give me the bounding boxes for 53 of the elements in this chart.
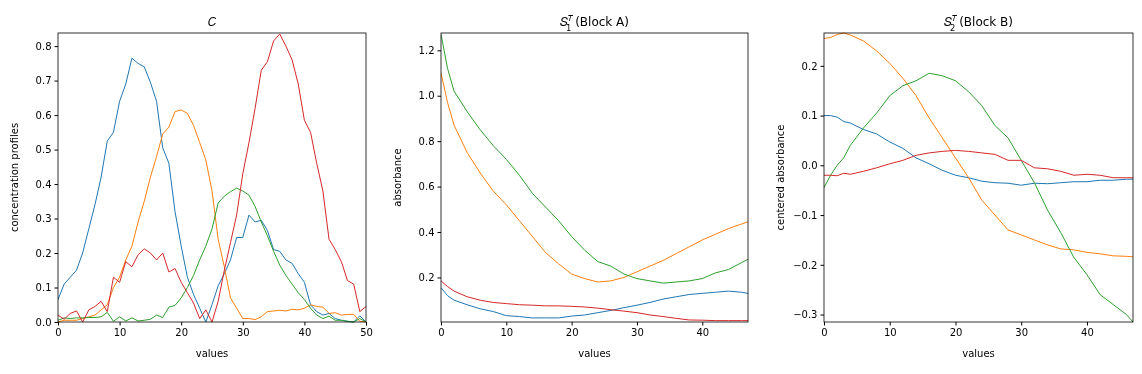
y-tick-label: 0.4 bbox=[35, 178, 52, 190]
x-tick-label: 0 bbox=[821, 326, 828, 338]
line-series bbox=[824, 72, 1133, 323]
x-axis-title: values bbox=[195, 348, 229, 359]
line-series bbox=[441, 280, 748, 322]
y-axis-title: absorbance bbox=[392, 148, 403, 207]
y-axis-title: concentration profiles bbox=[9, 122, 20, 233]
y-tick-label: 0.2 bbox=[418, 272, 435, 284]
chart-title: 𝑆$^{𝑇}$$_{1}$ (Block A) bbox=[560, 13, 629, 33]
x-tick-label: 0 bbox=[55, 326, 62, 338]
y-tick-label: 0.0 bbox=[35, 316, 52, 328]
y-tick-label: −0.1 bbox=[793, 209, 818, 221]
x-tick-label: 10 bbox=[883, 326, 897, 338]
line-series bbox=[824, 149, 1133, 179]
x-tick-label: 10 bbox=[500, 326, 514, 338]
y-tick-label: 0.8 bbox=[35, 40, 52, 52]
y-tick-label: −0.3 bbox=[793, 309, 818, 321]
line-series bbox=[441, 287, 748, 319]
x-axis-title: values bbox=[962, 348, 995, 359]
y-tick-label: 0.0 bbox=[801, 160, 818, 172]
x-tick-label: 20 bbox=[175, 326, 189, 338]
x-tick-label: 40 bbox=[696, 326, 710, 338]
x-tick-label: 10 bbox=[113, 326, 127, 338]
x-tick-label: 40 bbox=[298, 326, 312, 338]
line-series bbox=[824, 32, 1133, 258]
x-axis-title: values bbox=[578, 348, 611, 359]
y-tick-label: 0.5 bbox=[35, 144, 52, 156]
chart-title: 𝑆$^{𝑇}$$_{2}$ (Block B) bbox=[943, 13, 1014, 33]
y-tick-label: 1.2 bbox=[418, 44, 435, 56]
x-tick-label: 30 bbox=[236, 326, 250, 338]
chart-title: 𝐶 bbox=[207, 15, 217, 29]
x-tick-label: 20 bbox=[949, 326, 963, 338]
line-series bbox=[58, 187, 366, 323]
y-tick-label: 0.2 bbox=[801, 60, 818, 72]
y-tick-label: 0.3 bbox=[35, 213, 52, 225]
y-axis-title: centered absorbance bbox=[775, 124, 786, 231]
y-tick-label: 0.6 bbox=[35, 109, 52, 121]
x-tick-label: 40 bbox=[1081, 326, 1094, 338]
y-tick-label: 0.7 bbox=[35, 75, 52, 87]
x-tick-label: 30 bbox=[1015, 326, 1029, 338]
y-tick-label: 0.6 bbox=[418, 181, 435, 193]
y-tick-label: 1.0 bbox=[418, 90, 435, 102]
y-tick-label: −0.2 bbox=[793, 259, 818, 271]
x-tick-label: 50 bbox=[360, 326, 373, 338]
y-tick-label: 0.1 bbox=[35, 282, 52, 294]
y-tick-label: 0.4 bbox=[418, 226, 435, 238]
y-tick-label: 0.1 bbox=[801, 110, 818, 122]
line-series bbox=[824, 115, 1133, 186]
y-tick-label: 0.2 bbox=[35, 247, 52, 259]
y-tick-label: 0.8 bbox=[418, 135, 435, 147]
x-tick-label: 0 bbox=[438, 326, 445, 338]
x-tick-label: 30 bbox=[631, 326, 644, 338]
x-tick-label: 20 bbox=[565, 326, 579, 338]
